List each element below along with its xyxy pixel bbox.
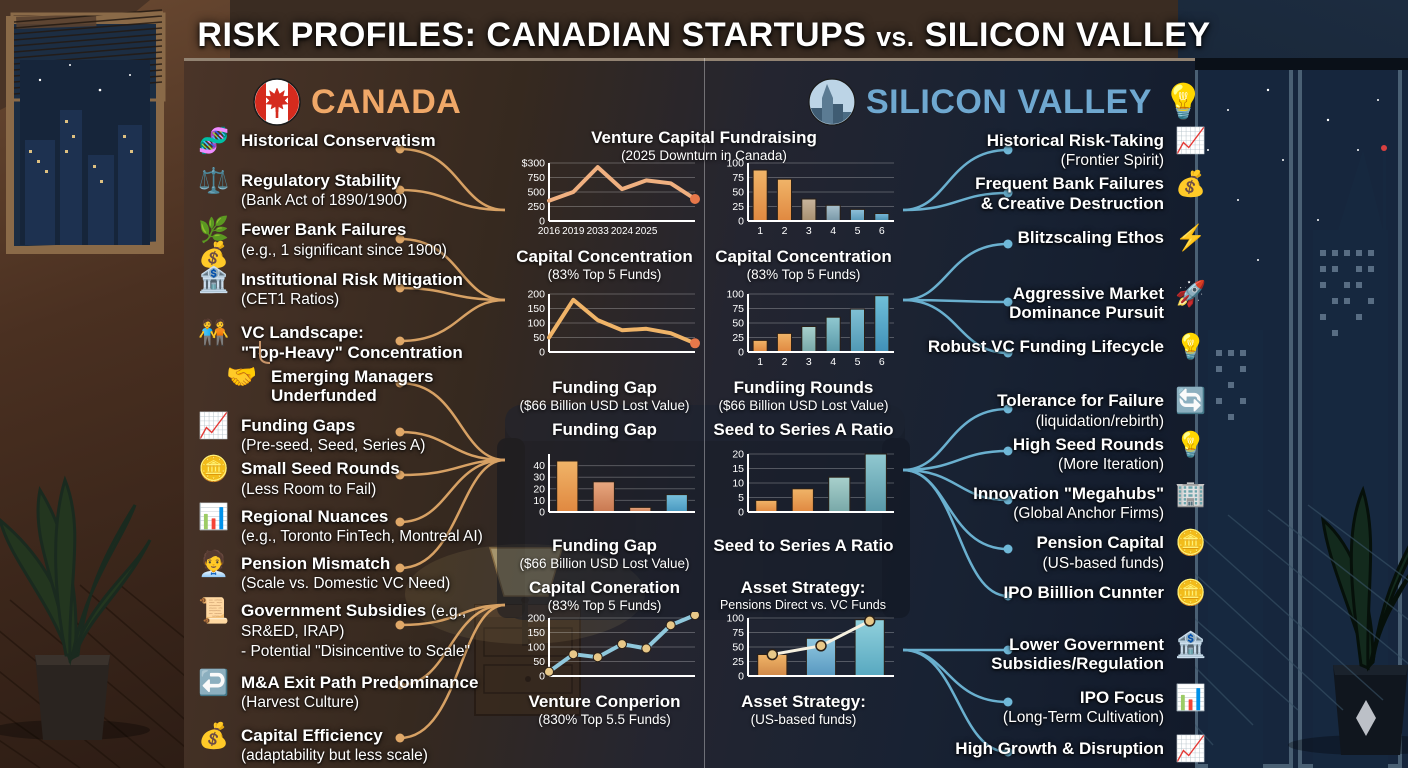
svg-text:2: 2 bbox=[782, 356, 788, 368]
svg-text:75: 75 bbox=[732, 172, 744, 184]
svg-text:200: 200 bbox=[527, 289, 545, 301]
svg-text:10: 10 bbox=[732, 478, 744, 490]
svg-text:5: 5 bbox=[855, 225, 861, 237]
svg-text:20: 20 bbox=[732, 449, 744, 461]
svg-text:0: 0 bbox=[539, 671, 545, 683]
svg-text:5: 5 bbox=[855, 356, 861, 368]
svg-text:5: 5 bbox=[738, 492, 744, 504]
svg-text:50: 50 bbox=[732, 642, 744, 654]
svg-text:2019: 2019 bbox=[562, 226, 585, 237]
svg-text:0: 0 bbox=[738, 347, 744, 359]
svg-text:25: 25 bbox=[732, 656, 744, 668]
svg-text:50: 50 bbox=[533, 656, 545, 668]
svg-text:6: 6 bbox=[879, 356, 885, 368]
svg-text:0: 0 bbox=[539, 347, 545, 359]
svg-text:3: 3 bbox=[806, 225, 812, 237]
svg-text:4: 4 bbox=[830, 225, 836, 237]
svg-text:500: 500 bbox=[527, 187, 545, 199]
svg-text:25: 25 bbox=[732, 201, 744, 213]
svg-text:50: 50 bbox=[732, 187, 744, 199]
svg-text:2: 2 bbox=[782, 225, 788, 237]
svg-text:75: 75 bbox=[732, 627, 744, 639]
svg-text:2033: 2033 bbox=[587, 226, 610, 237]
svg-text:100: 100 bbox=[726, 289, 744, 301]
svg-text:2024: 2024 bbox=[611, 226, 634, 237]
svg-text:0: 0 bbox=[738, 216, 744, 228]
svg-text:100: 100 bbox=[527, 318, 545, 330]
svg-text:0: 0 bbox=[738, 507, 744, 519]
svg-text:50: 50 bbox=[533, 332, 545, 344]
svg-text:30: 30 bbox=[533, 472, 545, 484]
svg-text:2025: 2025 bbox=[635, 226, 658, 237]
svg-text:$300: $300 bbox=[522, 158, 546, 170]
svg-text:250: 250 bbox=[527, 201, 545, 213]
svg-text:150: 150 bbox=[527, 303, 545, 315]
svg-text:0: 0 bbox=[738, 671, 744, 683]
svg-text:100: 100 bbox=[527, 642, 545, 654]
svg-text:3: 3 bbox=[806, 356, 812, 368]
svg-text:15: 15 bbox=[732, 463, 744, 475]
svg-text:100: 100 bbox=[726, 158, 744, 170]
svg-text:50: 50 bbox=[732, 318, 744, 330]
svg-text:750: 750 bbox=[527, 172, 545, 184]
svg-text:25: 25 bbox=[732, 332, 744, 344]
svg-text:6: 6 bbox=[879, 225, 885, 237]
svg-text:40: 40 bbox=[533, 460, 545, 472]
svg-text:200: 200 bbox=[527, 613, 545, 625]
svg-text:20: 20 bbox=[533, 483, 545, 495]
svg-text:1: 1 bbox=[757, 225, 763, 237]
svg-text:10: 10 bbox=[533, 495, 545, 507]
svg-text:75: 75 bbox=[732, 303, 744, 315]
svg-text:1: 1 bbox=[757, 356, 763, 368]
svg-text:100: 100 bbox=[726, 613, 744, 625]
svg-text:150: 150 bbox=[527, 627, 545, 639]
svg-text:4: 4 bbox=[830, 356, 836, 368]
svg-text:0: 0 bbox=[539, 507, 545, 519]
svg-text:2016: 2016 bbox=[538, 226, 561, 237]
